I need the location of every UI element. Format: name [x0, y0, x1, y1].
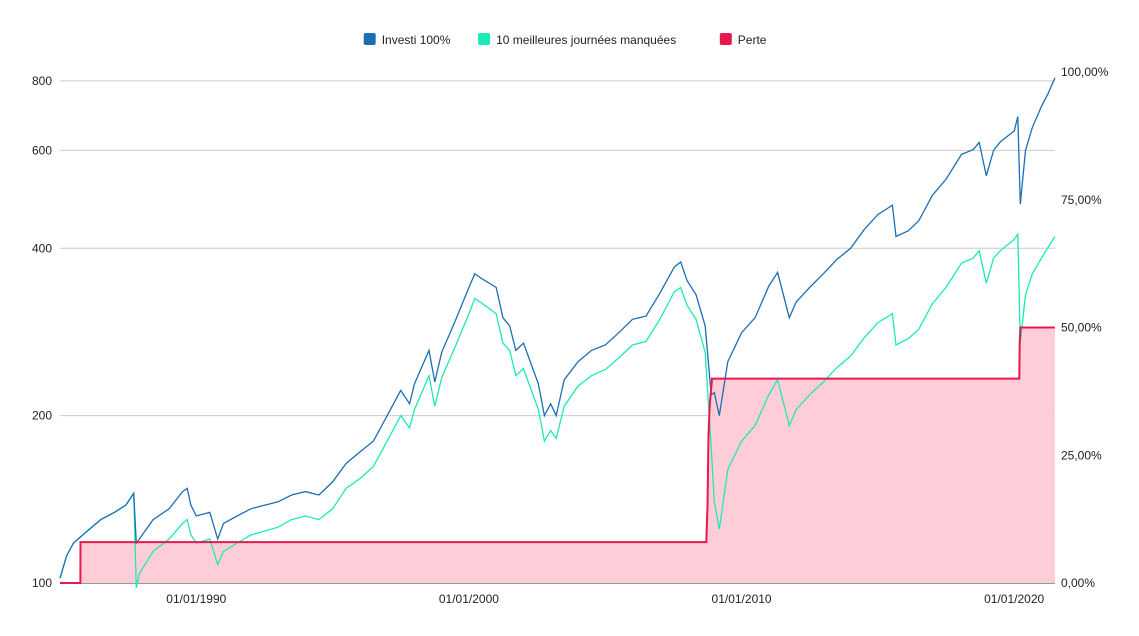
series-line-10-meilleures-journees-manquees [59, 232, 1056, 589]
x-ticks: 01/01/1990 01/01/2000 01/01/2010 01/01/2020 [166, 592, 1044, 606]
legend: Investi 100% 10 meilleures journées manqu… [363, 33, 767, 47]
y-right-tick-label: 50,00% [1061, 321, 1102, 335]
x-tick-label: 01/01/1990 [166, 592, 226, 606]
x-tick-label: 01/01/2010 [712, 592, 772, 606]
legend-item-investi-100: Investi 100% [363, 33, 451, 47]
y-right-tick-label: 100,00% [1061, 65, 1109, 79]
series-line-investi-100 [59, 77, 1056, 579]
y-left-tick-label: 100 [32, 576, 52, 590]
series-line-perte [60, 326, 1055, 584]
y-left-ticks: 100 200 400 600 800 [32, 74, 52, 590]
x-tick-label: 01/01/2000 [439, 592, 499, 606]
y-left-tick-label: 800 [32, 74, 52, 88]
legend-label: 10 meilleures journées manquées [496, 33, 676, 47]
y-left-tick-label: 600 [32, 143, 52, 157]
legend-label: Perte [738, 33, 767, 47]
y-left-tick-label: 400 [32, 241, 52, 255]
x-tick-label: 01/01/2020 [984, 592, 1044, 606]
y-right-ticks: 0,00% 25,00% 50,00% 75,00% 100,00% [1061, 65, 1109, 590]
y-right-tick-label: 25,00% [1061, 448, 1102, 462]
series-area-perte [60, 327, 1055, 583]
legend-label: Investi 100% [382, 33, 451, 47]
legend-swatch [478, 33, 491, 45]
y-right-tick-label: 0,00% [1061, 576, 1095, 590]
legend-swatch [363, 33, 376, 45]
legend-swatch [719, 33, 732, 45]
legend-item-10-meilleures-journees-manquees: 10 meilleures journées manquées [478, 33, 676, 47]
y-right-tick-label: 75,00% [1061, 193, 1102, 207]
y-left-tick-label: 200 [32, 409, 52, 423]
legend-item-perte: Perte [719, 33, 767, 47]
